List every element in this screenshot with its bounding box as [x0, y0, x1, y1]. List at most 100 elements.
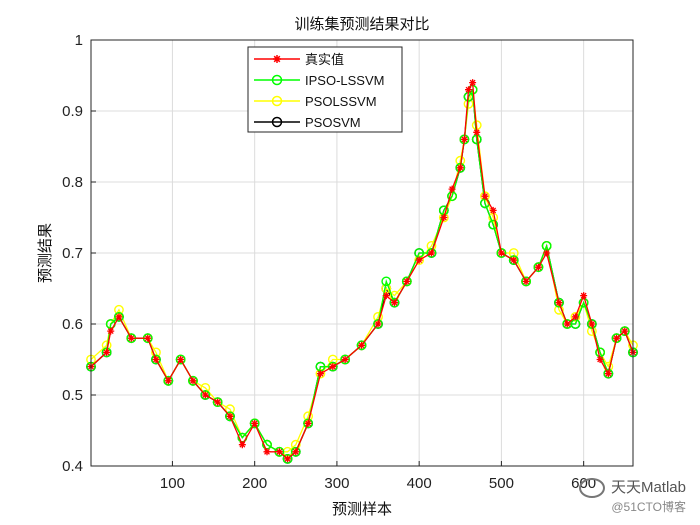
data-point: [611, 333, 622, 344]
data-point: [275, 448, 283, 456]
data-point: [390, 299, 398, 307]
data-point: [456, 164, 464, 172]
data-point: [588, 320, 596, 328]
data-point: [543, 249, 551, 257]
data-point: [465, 86, 473, 94]
data-point: [389, 297, 400, 308]
data-point: [580, 292, 588, 300]
data-point: [426, 248, 437, 258]
data-point: [469, 79, 477, 87]
data-point: [316, 370, 324, 378]
y-tick-label: 0.6: [62, 316, 83, 333]
legend-marker: [271, 116, 283, 128]
data-point: [189, 377, 197, 385]
legend-label: PSOLSSVM: [305, 94, 377, 109]
data-point: [175, 354, 186, 365]
x-tick-label: 500: [489, 475, 514, 492]
legend-marker: [273, 55, 281, 63]
data-point: [107, 327, 115, 335]
data-point: [177, 356, 185, 363]
watermark-main-text: 天天Matlab: [610, 478, 686, 496]
x-tick-label: 300: [324, 475, 349, 492]
data-point: [201, 391, 209, 399]
data-point: [152, 356, 160, 363]
data-point: [214, 398, 222, 406]
data-point: [226, 412, 234, 420]
y-tick-label: 0.7: [62, 245, 83, 262]
chart-title: 训练集预测结果对比: [294, 15, 429, 33]
data-point: [115, 313, 123, 321]
data-point: [460, 135, 468, 143]
data-point: [414, 255, 425, 266]
data-point: [440, 214, 448, 221]
data-point: [340, 354, 351, 365]
data-point: [508, 255, 519, 266]
data-point: [114, 311, 124, 322]
data-point: [164, 377, 172, 385]
data-point: [356, 340, 367, 351]
data-point: [144, 334, 152, 342]
data-point: [151, 354, 161, 365]
data-point: [282, 453, 293, 464]
wechat-icon: [578, 478, 605, 498]
y-tick-label: 0.8: [62, 174, 83, 191]
data-point: [212, 397, 223, 407]
data-point: [304, 419, 312, 427]
data-point: [473, 128, 481, 136]
data-point: [555, 299, 563, 307]
data-point: [251, 419, 259, 427]
y-tick-label: 0.4: [62, 458, 83, 475]
data-point: [613, 334, 621, 342]
data-point: [510, 256, 518, 264]
data-point: [521, 276, 531, 287]
data-point: [200, 390, 211, 400]
data-point: [489, 206, 497, 214]
data-point: [292, 448, 300, 456]
data-point: [603, 368, 614, 379]
data-point: [382, 292, 390, 300]
x-tick-label: 100: [160, 475, 185, 492]
legend-box: [247, 46, 403, 133]
data-point: [497, 249, 505, 257]
data-point: [341, 356, 349, 363]
data-point: [554, 297, 564, 308]
data-point: [415, 256, 423, 264]
legend: 真实值 IPSO-LSSVM PSOLSSVM PSOSVM: [247, 46, 403, 133]
series-line: [90, 80, 634, 460]
data-point: [225, 411, 235, 422]
data-point: [188, 375, 198, 386]
data-point: [103, 348, 111, 356]
watermark: 天天Matlab @51CTO博客: [578, 476, 686, 515]
data-point: [522, 277, 530, 285]
data-point: [496, 248, 507, 258]
legend-label: IPSO-LSSVM: [305, 73, 384, 88]
x-tick-label: 200: [242, 475, 267, 492]
data-point: [534, 263, 542, 271]
data-point: [427, 249, 435, 257]
data-point: [401, 276, 412, 287]
x-axis-label: 预测样本: [332, 500, 392, 518]
data-point: [448, 185, 456, 193]
data-point: [481, 192, 489, 200]
legend-label: 真实值: [305, 52, 344, 67]
legend-label: PSOSVM: [305, 115, 361, 130]
data-point: [570, 311, 581, 322]
data-point: [238, 441, 246, 449]
data-point: [249, 418, 260, 429]
x-tick-label: 400: [407, 475, 432, 492]
data-point: [619, 326, 630, 336]
data-point: [101, 347, 112, 358]
data-point: [290, 446, 301, 457]
legend-marker: [271, 95, 283, 107]
watermark-main: 天天Matlab: [578, 476, 686, 498]
y-tick-label: 0.9: [62, 103, 83, 120]
y-tick-label: 0.5: [62, 387, 83, 404]
y-axis-label: 预测结果: [36, 223, 54, 283]
data-point: [127, 334, 135, 342]
data-point: [163, 375, 174, 386]
data-point: [381, 276, 392, 287]
data-point: [329, 363, 337, 371]
data-point: [604, 370, 612, 378]
